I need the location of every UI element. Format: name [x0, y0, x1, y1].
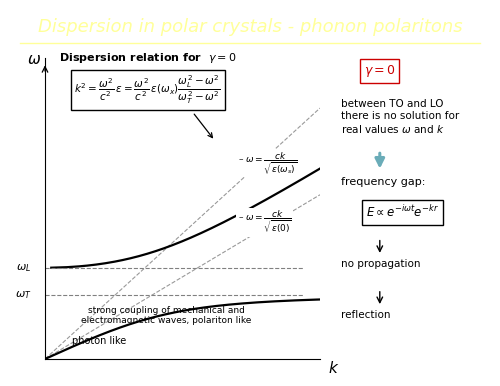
- Text: Dispersion relation for  $\gamma = 0$: Dispersion relation for $\gamma = 0$: [58, 51, 236, 65]
- Text: k: k: [328, 361, 337, 376]
- Text: – $\omega = \dfrac{ck}{\sqrt{\varepsilon(0)}}$: – $\omega = \dfrac{ck}{\sqrt{\varepsilon…: [238, 209, 292, 235]
- Text: strong coupling of mechanical and
electromagnetic waves, polariton like: strong coupling of mechanical and electr…: [81, 306, 251, 325]
- Text: $E \propto e^{-i\omega t}e^{-kr}$: $E \propto e^{-i\omega t}e^{-kr}$: [366, 205, 439, 220]
- Text: – $\omega = \dfrac{ck}{\sqrt{\varepsilon(\omega_s)}}$: – $\omega = \dfrac{ck}{\sqrt{\varepsilon…: [238, 150, 297, 176]
- Text: $k^2 = \dfrac{\omega^2}{c^2}\,\varepsilon= \dfrac{\omega^2}{c^2}\,\varepsilon(\o: $k^2 = \dfrac{\omega^2}{c^2}\,\varepsilo…: [74, 73, 221, 106]
- Text: $\omega_L$: $\omega_L$: [16, 262, 31, 274]
- Text: $\omega_T$: $\omega_T$: [14, 289, 31, 301]
- Text: frequency gap:: frequency gap:: [342, 178, 426, 188]
- Text: reflection: reflection: [342, 310, 391, 320]
- Text: no propagation: no propagation: [342, 259, 421, 269]
- Text: $\gamma = 0$: $\gamma = 0$: [364, 63, 396, 79]
- Text: $\omega$: $\omega$: [27, 52, 41, 67]
- Text: between TO and LO
there is no solution for
real values $\omega$ and $k$: between TO and LO there is no solution f…: [342, 99, 460, 135]
- Text: Dispersion in polar crystals - phonon polaritons: Dispersion in polar crystals - phonon po…: [38, 18, 463, 36]
- Text: photon like: photon like: [72, 336, 127, 346]
